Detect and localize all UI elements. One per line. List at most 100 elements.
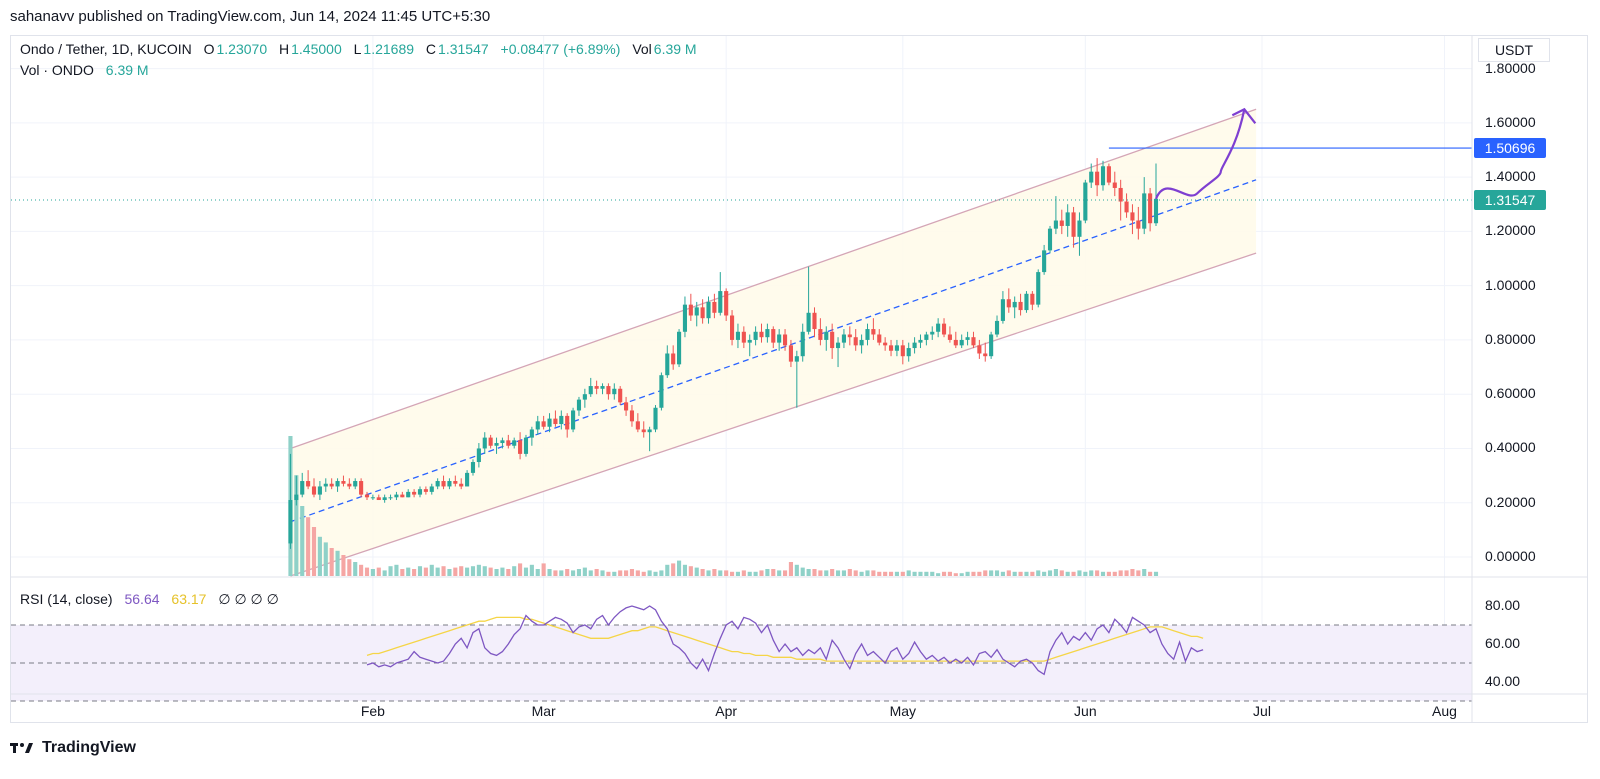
candle-body: [818, 329, 823, 340]
candle-body: [653, 407, 658, 430]
volume-bar: [1018, 571, 1023, 576]
candle-body: [600, 386, 605, 389]
candle-body: [718, 291, 723, 313]
candle-body: [800, 331, 805, 357]
volume-bar: [394, 564, 399, 576]
volume-bar: [894, 571, 899, 576]
candle-body: [712, 301, 717, 313]
tradingview-brand[interactable]: TradingView: [42, 739, 136, 756]
candle-body: [306, 481, 311, 487]
candle-body: [482, 437, 487, 449]
time-tick-label: May: [889, 703, 917, 719]
candle-body: [1136, 220, 1141, 229]
rsi-tick-label: 60.00: [1485, 635, 1521, 651]
volume-bar: [376, 567, 381, 576]
candle-body: [529, 429, 534, 438]
volume-bar: [888, 571, 894, 576]
candle-body: [559, 415, 564, 425]
volume-bar: [877, 571, 882, 576]
volume-bar: [453, 567, 458, 576]
volume-bar: [624, 570, 629, 576]
volume-bar: [735, 571, 741, 576]
candle-body: [671, 353, 676, 365]
candle-body: [753, 331, 758, 340]
volume-bar: [1077, 570, 1082, 576]
candle-body: [971, 337, 976, 346]
candle-body: [682, 304, 688, 332]
volume-bar: [782, 570, 788, 576]
volume-bar: [382, 570, 387, 576]
volume-bar: [559, 570, 564, 576]
candle-body: [1130, 212, 1135, 221]
candle-body: [741, 331, 746, 343]
volume-bar: [429, 564, 434, 576]
candle-body: [641, 429, 646, 433]
volume-bar: [965, 571, 970, 576]
candle-body: [512, 440, 517, 446]
vol-value: 6.39 M: [653, 41, 697, 57]
tradingview-logo-icon: [10, 743, 33, 753]
candle-body: [947, 334, 952, 340]
candle-body: [1012, 301, 1017, 308]
candle-body: [724, 291, 729, 316]
currency-selector[interactable]: USDT: [1478, 38, 1550, 62]
volume-bar: [1118, 570, 1123, 576]
candle-body: [370, 497, 375, 499]
candle-body: [441, 481, 446, 487]
volume-bar: [459, 566, 464, 576]
candle-body: [571, 410, 576, 430]
candle-body: [1065, 212, 1070, 226]
time-tick-label: Mar: [531, 703, 556, 719]
symbol-label[interactable]: Ondo / Tether, 1D, KUCOIN: [20, 41, 192, 57]
candle-body: [877, 334, 882, 343]
rsi-label[interactable]: RSI (14, close): [20, 591, 113, 607]
volume-bar: [706, 570, 711, 576]
candle-body: [494, 443, 499, 446]
candle-body: [794, 356, 799, 362]
candle-body: [635, 421, 640, 430]
volume-bar: [423, 567, 428, 576]
candle-body: [688, 304, 693, 316]
price-tick-label: 0.40000: [1485, 439, 1536, 456]
candle-body: [429, 486, 434, 492]
candle-body: [965, 337, 970, 340]
vol-line-value: 6.39 M: [105, 62, 149, 78]
price-tick-label: 1.80000: [1485, 59, 1536, 76]
candle-body: [841, 334, 846, 343]
volume-bar: [977, 571, 982, 576]
high-label: H: [279, 41, 290, 57]
price-tick-label: 0.00000: [1485, 548, 1536, 564]
rsi-ma-line: [366, 616, 1204, 662]
volume-bar: [512, 566, 517, 576]
volume-bar: [847, 569, 852, 576]
rsi-line: [366, 605, 1204, 676]
volume-bar: [1124, 570, 1129, 576]
vol-line-label[interactable]: Vol · ONDO: [20, 62, 94, 78]
candle-body: [912, 342, 917, 349]
volume-bar: [618, 570, 623, 576]
volume-bar: [959, 573, 964, 576]
volume-bar: [1106, 571, 1111, 576]
volume-bar: [918, 571, 923, 576]
candle-body: [629, 410, 635, 422]
volume-bar: [818, 570, 823, 576]
volume-bar: [812, 569, 817, 576]
candle-body: [1053, 220, 1058, 229]
time-tick-label: Apr: [715, 703, 738, 719]
candle-body: [453, 481, 458, 484]
candle-body: [883, 342, 888, 346]
volume-bar: [488, 567, 493, 576]
volume-bar: [541, 563, 546, 576]
volume-bar: [906, 570, 911, 576]
candle-body: [1059, 220, 1064, 226]
candle-body: [847, 334, 852, 338]
candle-body: [665, 353, 670, 376]
volume-bar: [482, 566, 487, 576]
price-tick-label: 1.40000: [1485, 168, 1536, 185]
candle-body: [423, 489, 428, 492]
volume-bar: [612, 571, 617, 576]
candle-body: [871, 329, 876, 335]
candle-body: [470, 462, 476, 473]
candle-body: [388, 497, 393, 499]
